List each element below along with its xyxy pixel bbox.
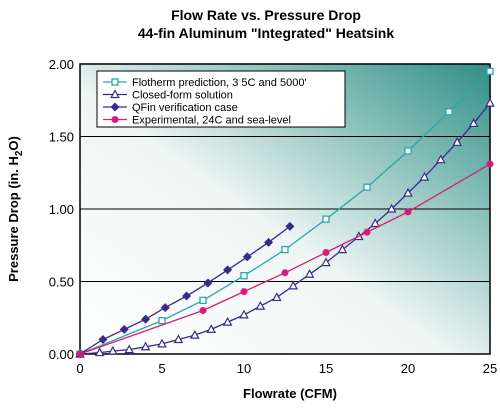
gridlines [80, 136, 490, 282]
x-tick-label: 5 [158, 361, 165, 376]
legend-box [96, 70, 346, 128]
data-point [321, 257, 331, 267]
data-point [107, 345, 118, 355]
data-point [285, 221, 295, 231]
data-point [452, 137, 463, 146]
data-point [486, 67, 494, 75]
data-point [370, 218, 381, 228]
y-tick-label: 2.00 [49, 57, 74, 72]
data-point [271, 292, 282, 302]
data-point [94, 347, 105, 357]
x-tick-label: 25 [483, 361, 497, 376]
x-tick-labels: 0 5 10 15 20 25 [76, 361, 497, 376]
legend-entry: Experimental, 24C and sea-level [103, 115, 291, 127]
data-point [240, 288, 248, 296]
data-point [182, 291, 192, 301]
series-experimental-24c-and-sea-level [76, 160, 494, 358]
legend-marker [110, 102, 120, 112]
series-layer [75, 67, 495, 359]
data-point [223, 265, 233, 275]
data-point [160, 303, 170, 313]
data-point [363, 183, 371, 191]
series-flotherm-prediction-3-5c-and-5000 [76, 67, 494, 358]
data-point [419, 171, 430, 181]
x-tick-label: 10 [237, 361, 251, 376]
data-point [288, 280, 299, 290]
legend-entry: QFin verification case [103, 102, 238, 114]
y-axis-label-tail: O) [6, 136, 21, 150]
data-point [203, 278, 213, 288]
data-point [140, 341, 151, 351]
y-axis-label-subscript: 2 [14, 150, 25, 156]
data-point [468, 118, 479, 128]
data-point [206, 324, 217, 333]
legend-label: QFin verification case [132, 102, 238, 114]
data-point [264, 237, 274, 247]
data-point [255, 300, 266, 310]
data-point [337, 244, 348, 254]
series-line [79, 70, 491, 355]
data-point [119, 324, 129, 334]
data-point [189, 329, 200, 339]
data-point [157, 338, 167, 348]
data-point [124, 344, 135, 354]
data-point [281, 245, 289, 254]
data-point [199, 296, 207, 305]
data-point [242, 252, 252, 262]
data-point [322, 215, 330, 223]
data-point [486, 160, 494, 168]
data-point [363, 228, 371, 236]
legend-entry: Flotherm prediction, 3 5C and 5000' [103, 77, 307, 89]
data-point [240, 272, 248, 280]
data-point [304, 268, 315, 278]
chart-title: Flow Rate vs. Pressure Drop [171, 7, 361, 23]
y-tick-label: 1.50 [49, 130, 74, 145]
data-point [281, 269, 289, 277]
y-axis-label-main: Pressure Drop (in. H [6, 156, 21, 282]
data-point [386, 203, 397, 213]
data-point [445, 108, 453, 116]
data-point [404, 208, 412, 216]
data-point [435, 154, 446, 164]
data-point [76, 350, 84, 358]
legend-entry: Closed-form solution [103, 89, 233, 102]
x-axis-label: Flowrate (CFM) [243, 386, 337, 401]
data-point [158, 316, 166, 325]
x-tick-label: 15 [319, 361, 333, 376]
data-point [403, 187, 413, 197]
chart-subtitle: 44-fin Aluminum "Integrated" Heatsink [138, 25, 394, 41]
legend-marker [111, 116, 119, 123]
data-point [222, 316, 233, 326]
legend: Flotherm prediction, 3 5C and 5000'Close… [96, 70, 346, 128]
data-point [239, 309, 249, 319]
data-point [141, 314, 151, 324]
y-tick-label: 1.00 [49, 202, 74, 217]
data-point [404, 147, 412, 155]
data-point [322, 249, 330, 256]
y-axis-label: Pressure Drop (in. H2O) [6, 136, 25, 282]
series-qfin-verification-case [75, 221, 295, 359]
x-tick-label: 20 [401, 361, 415, 376]
legend-marker [110, 89, 120, 99]
data-point [199, 307, 207, 314]
legend-label: Closed-form solution [132, 90, 233, 102]
y-tick-labels: 0.00 0.50 1.00 1.50 2.00 [49, 57, 74, 362]
legend-label: Experimental, 24C and sea-level [132, 115, 291, 127]
legend-marker [111, 78, 119, 86]
x-tick-label: 0 [76, 361, 83, 376]
y-tick-label: 0.50 [49, 275, 74, 290]
legend-label: Flotherm prediction, 3 5C and 5000' [132, 77, 307, 89]
data-point [98, 334, 108, 345]
y-tick-label: 0.00 [49, 347, 74, 362]
data-point [173, 334, 184, 344]
series-line [79, 163, 491, 355]
data-point [485, 97, 495, 107]
